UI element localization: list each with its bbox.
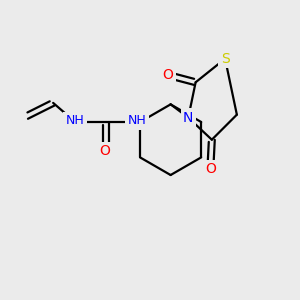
Text: N: N — [183, 111, 194, 124]
Text: S: S — [221, 52, 230, 66]
Text: O: O — [205, 162, 216, 176]
Text: O: O — [162, 68, 173, 82]
Text: NH: NH — [66, 114, 85, 127]
Text: O: O — [99, 145, 110, 158]
Text: NH: NH — [128, 114, 146, 127]
